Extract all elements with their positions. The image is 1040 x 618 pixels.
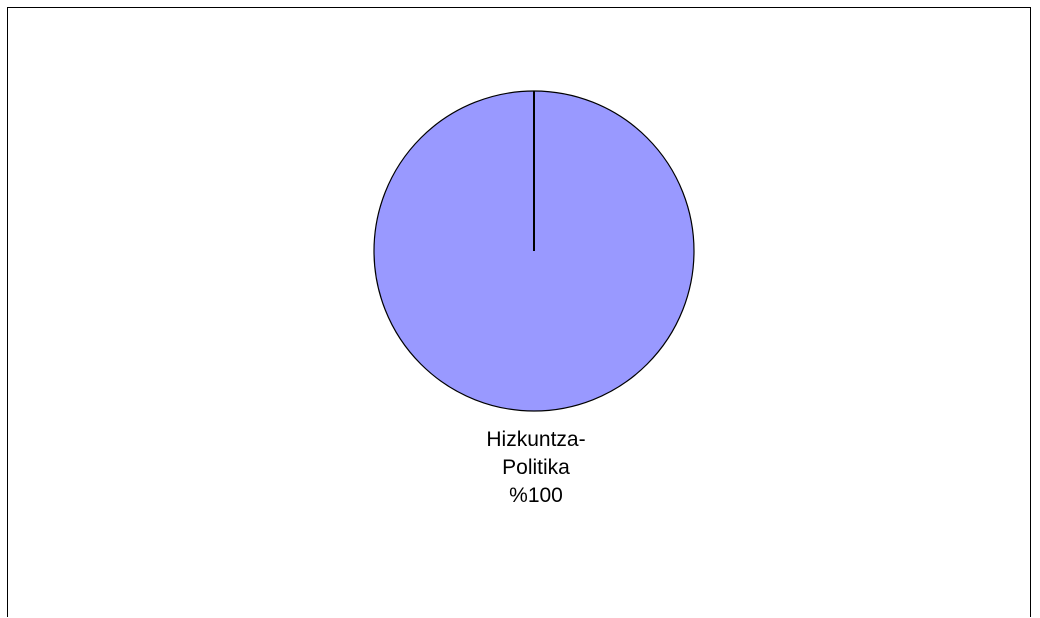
slice-label: Hizkuntza- Politika %100	[456, 426, 616, 510]
slice-value-label: %100	[509, 484, 563, 507]
pie-chart	[373, 90, 695, 412]
chart-area: Hizkuntza- Politika %100	[7, 7, 1031, 617]
slice-label-line-1: Hizkuntza-	[486, 428, 586, 451]
slice-label-line-2: Politika	[502, 456, 570, 479]
